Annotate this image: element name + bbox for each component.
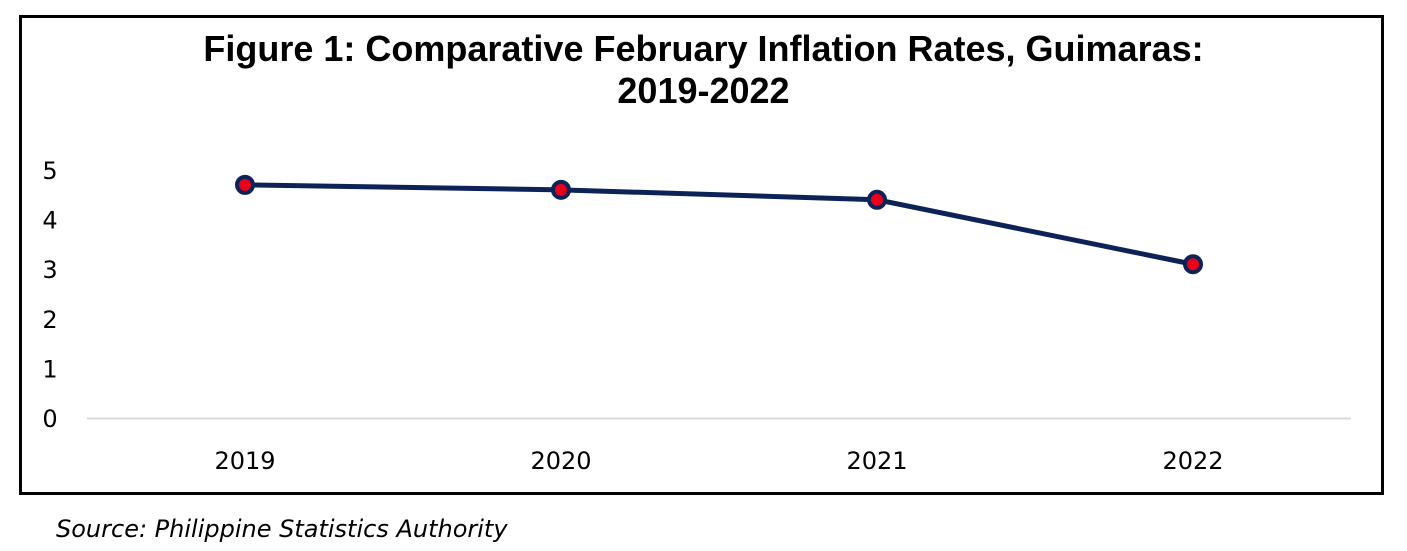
series-line xyxy=(244,182,1194,267)
chart-title-line-2: 2019-2022 xyxy=(617,70,790,111)
y-tick-label: 5 xyxy=(42,157,57,185)
chart-title-line-1: Figure 1: Comparative February Inflation… xyxy=(203,28,1204,69)
x-tick-label: 2022 xyxy=(1162,447,1223,475)
y-tick-label: 2 xyxy=(42,306,57,334)
data-point-marker xyxy=(235,174,255,195)
x-tick-label: 2021 xyxy=(846,447,907,475)
data-point-marker xyxy=(867,189,887,210)
x-axis-ticks: 2019 2020 2021 2022 xyxy=(214,447,1223,475)
chart-title: Figure 1: Comparative February Inflation… xyxy=(0,28,1407,112)
y-tick-label: 1 xyxy=(42,355,57,383)
x-tick-label: 2019 xyxy=(214,447,275,475)
y-tick-label: 4 xyxy=(42,207,57,235)
x-tick-label: 2020 xyxy=(530,447,591,475)
line-chart: 0 1 2 3 4 5 2019 2020 2021 2022 xyxy=(42,157,1351,475)
data-point-marker xyxy=(1183,254,1203,275)
data-point-marker xyxy=(551,179,571,200)
source-note: Source: Philippine Statistics Authority xyxy=(56,515,508,543)
data-markers xyxy=(235,174,1203,275)
y-tick-label: 3 xyxy=(42,256,57,284)
y-tick-label: 0 xyxy=(42,405,57,433)
y-axis-ticks: 0 1 2 3 4 5 xyxy=(42,157,57,433)
